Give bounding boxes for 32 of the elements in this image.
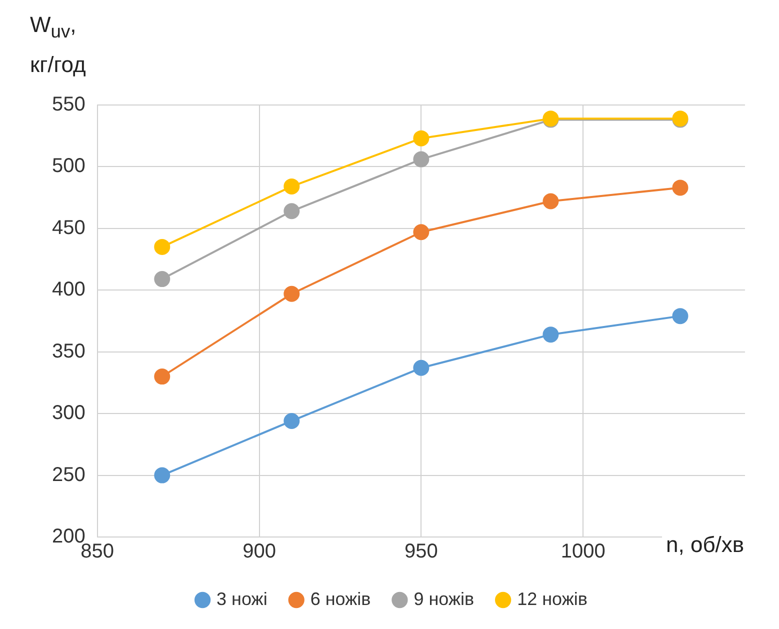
y-axis-title: W$_{uv}$, кг/год [30, 11, 87, 80]
point [284, 203, 300, 220]
x-axis-title: n, об/хв [662, 532, 748, 558]
y-tick-label: 400 [52, 278, 86, 301]
x-tick-label: 900 [242, 540, 276, 563]
y-tick-label: 450 [52, 216, 86, 239]
point [154, 368, 170, 385]
point [284, 412, 300, 429]
x-tick-label: 950 [404, 540, 438, 563]
point [413, 224, 430, 240]
y-tick-label: 550 [52, 94, 86, 116]
point [284, 286, 300, 302]
point [542, 193, 559, 210]
point [154, 271, 170, 288]
legend-label: 3 ножі [216, 588, 268, 609]
y-tick-label: 500 [52, 155, 86, 178]
point [154, 467, 170, 484]
point [672, 308, 688, 324]
y-tick-label: 350 [52, 340, 86, 362]
legend-label: 9 ножів [414, 588, 474, 609]
legend-label: 6 ножів [310, 588, 371, 609]
y-tick-label: 250 [52, 464, 86, 486]
legend-label: 12 ножів [517, 588, 588, 609]
point [413, 151, 430, 168]
y-tick-label: 300 [52, 402, 86, 424]
point [672, 180, 688, 196]
point [542, 326, 559, 343]
x-tick-label: 1000 [560, 540, 606, 563]
point [413, 130, 430, 146]
point [284, 178, 300, 194]
point [154, 238, 170, 255]
point [413, 360, 430, 376]
